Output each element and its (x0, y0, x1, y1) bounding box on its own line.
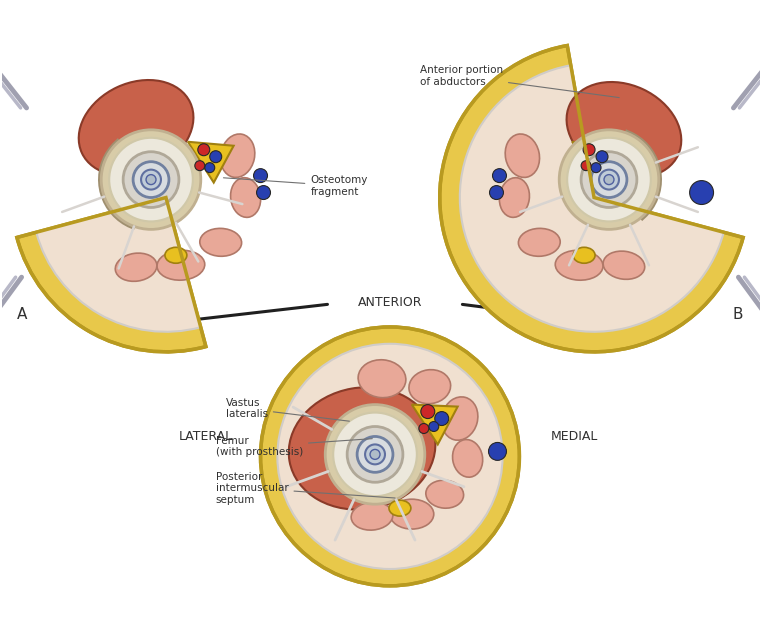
Circle shape (101, 130, 201, 229)
Ellipse shape (289, 387, 435, 509)
Polygon shape (572, 142, 622, 183)
Ellipse shape (453, 440, 482, 477)
Text: A: A (17, 307, 27, 322)
Ellipse shape (426, 480, 463, 508)
Ellipse shape (157, 250, 205, 280)
Circle shape (146, 174, 156, 185)
Circle shape (421, 404, 435, 418)
Ellipse shape (555, 250, 603, 280)
Ellipse shape (165, 247, 187, 264)
Circle shape (604, 174, 614, 185)
Circle shape (591, 162, 601, 173)
Circle shape (559, 130, 659, 229)
Circle shape (141, 169, 161, 190)
Ellipse shape (231, 178, 261, 217)
Circle shape (581, 161, 591, 171)
Text: B: B (733, 307, 744, 322)
Ellipse shape (441, 397, 478, 441)
Circle shape (599, 169, 619, 190)
Circle shape (254, 169, 267, 183)
Polygon shape (188, 142, 234, 183)
Circle shape (261, 327, 520, 586)
Ellipse shape (567, 82, 681, 178)
Circle shape (257, 186, 271, 200)
Text: Femur
(with prosthesis): Femur (with prosthesis) (216, 435, 373, 457)
Ellipse shape (389, 500, 411, 516)
Circle shape (429, 422, 439, 432)
Circle shape (210, 150, 222, 162)
Circle shape (277, 344, 503, 569)
Text: Vastus
lateralis: Vastus lateralis (226, 398, 349, 421)
Circle shape (333, 413, 417, 496)
Circle shape (195, 161, 205, 171)
Ellipse shape (499, 178, 530, 217)
Wedge shape (440, 46, 743, 352)
Ellipse shape (200, 228, 242, 256)
Circle shape (370, 449, 380, 459)
Circle shape (205, 162, 215, 173)
Text: ANTERIOR: ANTERIOR (357, 296, 422, 309)
Ellipse shape (351, 502, 393, 530)
Circle shape (109, 138, 193, 221)
Circle shape (583, 143, 595, 155)
Wedge shape (37, 198, 200, 332)
Ellipse shape (358, 360, 406, 398)
Circle shape (492, 169, 507, 183)
Text: Osteotomy
fragment: Osteotomy fragment (223, 175, 368, 197)
Circle shape (435, 411, 449, 425)
Text: Anterior portion
of abductors: Anterior portion of abductors (420, 66, 620, 97)
Circle shape (419, 423, 429, 434)
Circle shape (123, 152, 179, 207)
Circle shape (365, 444, 385, 465)
Wedge shape (17, 198, 206, 352)
Circle shape (357, 437, 393, 472)
Polygon shape (622, 131, 661, 219)
Polygon shape (412, 404, 458, 444)
Ellipse shape (78, 80, 194, 176)
Text: MEDIAL: MEDIAL (550, 430, 598, 443)
Circle shape (581, 152, 637, 207)
Circle shape (489, 186, 504, 200)
Ellipse shape (518, 228, 560, 256)
Circle shape (133, 162, 169, 198)
Ellipse shape (505, 134, 539, 178)
Circle shape (596, 150, 608, 162)
Circle shape (198, 143, 210, 155)
Text: Posterior
intermuscular
septum: Posterior intermuscular septum (216, 471, 395, 505)
Ellipse shape (604, 251, 645, 279)
Ellipse shape (390, 499, 434, 529)
Polygon shape (99, 140, 138, 228)
Circle shape (347, 427, 403, 482)
Circle shape (591, 162, 627, 198)
Wedge shape (459, 65, 724, 332)
Circle shape (567, 138, 651, 221)
Circle shape (690, 181, 713, 205)
Ellipse shape (115, 253, 157, 281)
Ellipse shape (220, 134, 255, 178)
Text: LATERAL: LATERAL (179, 430, 233, 443)
Ellipse shape (573, 247, 595, 264)
Ellipse shape (409, 370, 450, 404)
Circle shape (488, 442, 507, 460)
Circle shape (325, 404, 424, 504)
